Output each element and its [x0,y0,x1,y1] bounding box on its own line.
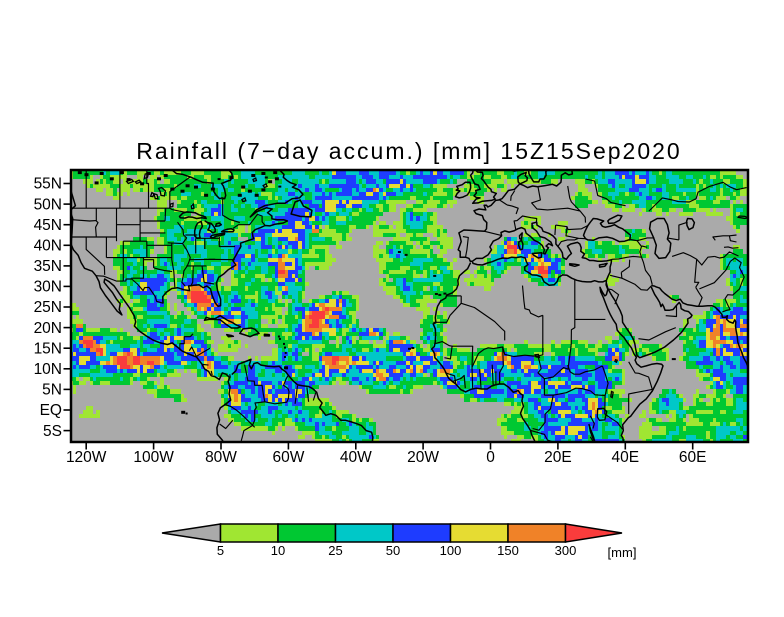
svg-text:0: 0 [486,449,495,466]
svg-text:10N: 10N [34,361,62,378]
svg-text:10: 10 [271,543,285,558]
svg-text:35N: 35N [34,258,62,275]
svg-text:5: 5 [217,543,224,558]
svg-text:55N: 55N [34,176,62,193]
svg-text:15N: 15N [34,340,62,357]
svg-text:100: 100 [440,543,462,558]
svg-text:40E: 40E [612,449,640,466]
svg-text:20W: 20W [407,449,439,466]
svg-text:80W: 80W [205,449,237,466]
svg-text:[mm]: [mm] [608,545,637,560]
svg-text:100W: 100W [133,449,174,466]
svg-text:EQ: EQ [40,402,62,419]
svg-text:30N: 30N [34,279,62,296]
svg-text:150: 150 [497,543,519,558]
svg-text:120W: 120W [66,449,107,466]
svg-text:50: 50 [386,543,400,558]
svg-text:50N: 50N [34,196,62,213]
svg-text:25: 25 [328,543,342,558]
svg-text:20E: 20E [544,449,572,466]
svg-text:25N: 25N [34,299,62,316]
svg-text:60W: 60W [272,449,304,466]
svg-text:20N: 20N [34,320,62,337]
svg-text:5N: 5N [42,382,62,399]
svg-text:40W: 40W [340,449,372,466]
svg-text:Rainfall (7−day accum.) [mm] 1: Rainfall (7−day accum.) [mm] 15Z15Sep202… [136,138,681,164]
svg-text:40N: 40N [34,238,62,255]
svg-text:300: 300 [555,543,577,558]
svg-text:5S: 5S [43,423,62,440]
svg-text:60E: 60E [679,449,707,466]
svg-text:45N: 45N [34,217,62,234]
